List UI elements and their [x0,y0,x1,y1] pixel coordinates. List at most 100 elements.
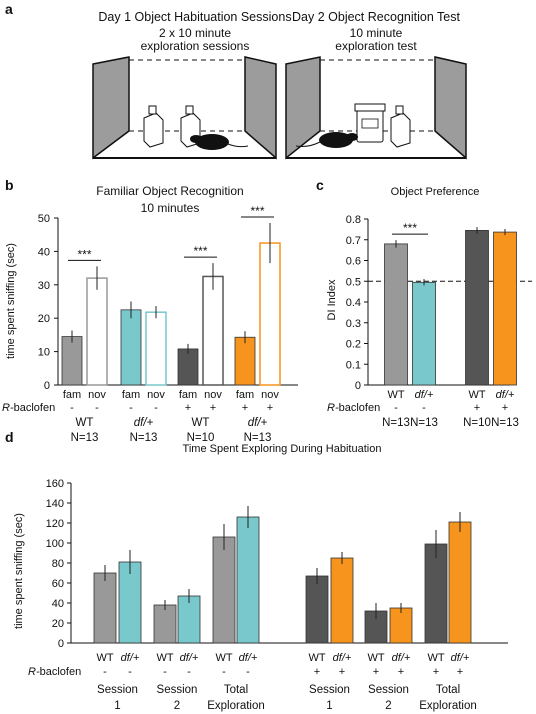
y-tick-label: 0 [58,638,64,650]
baclofen-sign: - [187,666,191,678]
baclofen-sign: + [314,666,320,678]
bar-df/+ [389,607,413,644]
bar-nov [259,242,281,386]
baclofen-prefix: R- [327,402,339,414]
day1-subtitle-1: 2 x 10 minute [159,26,231,40]
panel-b: b Familiar Object Recognition 10 minutes… [2,177,298,444]
baclofen-sign: + [398,666,404,678]
genotype-label: WT [76,417,94,429]
y-tick-label: 30 [38,280,50,292]
baclofen-sign: - [163,666,167,678]
bar-df/+ [412,281,436,386]
y-tick-label: 0 [355,380,361,392]
genotype-label: df/+ [239,652,258,664]
chart-d-ylabel: time spent sniffing (sec) [13,513,25,629]
baclofen-sign: + [457,666,463,678]
baclofen-sign: + [210,402,216,414]
x-category-label: nov [204,389,222,401]
chart-d-title: Time Spent Exploring During Habituation [183,443,382,455]
genotype-label: WT [156,652,173,664]
baclofen-row-label: R-baclofen [2,402,55,414]
baclofen-sign: - [222,666,226,678]
x-category-label: nov [147,389,165,401]
day2-subtitle-2: exploration test [335,39,417,53]
chart-b-ylabel: time spent sniffing (sec) [5,243,17,359]
genotype-label: df/+ [496,389,515,401]
significance-stars: *** [77,247,91,261]
significance-stars: *** [193,244,207,258]
y-tick-label: 10 [38,347,50,359]
bar-WT [424,543,448,644]
panel-letter-d: d [5,429,14,445]
novel-object-jar-icon [354,103,386,143]
bar-nov [86,277,108,386]
session-label: Session [97,684,138,696]
y-tick-label: 0.8 [346,214,361,226]
n-label: N=10 [463,417,491,429]
genotype-label: WT [387,389,404,401]
y-tick-label: 0.5 [346,276,361,288]
panel-a: a Day 1 Object Habituation Sessions 2 x … [5,1,467,160]
bar-fam [234,336,256,386]
genotype-label: df/+ [248,417,268,429]
baclofen-sign: + [373,666,379,678]
y-tick-label: 40 [52,598,64,610]
baclofen-sign: - [246,666,250,678]
bar-df/+ [330,557,354,644]
baclofen-sign: - [70,402,74,414]
chart-d-bars [93,506,472,644]
x-category-label: fam [122,389,140,401]
baclofen-sign: - [154,402,158,414]
genotype-label: df/+ [451,652,470,664]
y-tick-label: 40 [38,246,50,258]
day1-subtitle-2: exploration sessions [141,39,250,53]
chart-d-xlabels: WT - df/+ - WT - df/+ - WT - df/+ - WT + df/+ + WT + df/+ +… [28,652,477,712]
baclofen-sign: - [128,666,132,678]
bar-fam [177,348,199,386]
bar-WT [465,230,489,386]
panel-letter-c: c [316,177,324,193]
object-bottle-icon [390,105,411,148]
bar-WT [212,536,236,644]
session-label: 2 [174,700,180,712]
y-tick-label: 120 [46,518,64,530]
session-label: Exploration [419,700,477,712]
significance-stars: *** [250,204,264,218]
session-label: Session [157,684,198,696]
chart-c-axis: 0 0.1 0.2 0.3 0.4 0.5 0.6 0.7 0.8 [346,214,532,392]
y-tick-label: 20 [52,618,64,630]
bar-WT [384,243,408,386]
chart-b-title: Familiar Object Recognition [96,184,243,198]
y-tick-label: 0.2 [346,339,361,351]
bar-WT [305,575,329,644]
x-category-label: fam [63,389,81,401]
genotype-label: WT [192,417,210,429]
baclofen-sign: - [95,402,99,414]
x-category-label: nov [261,389,279,401]
genotype-label: df/+ [415,389,434,401]
chart-b-axis: 0 10 20 30 40 50 [38,213,298,392]
y-tick-label: 100 [46,538,64,550]
significance-stars: *** [403,221,417,235]
y-tick-label: 140 [46,498,64,510]
n-label: N=10 [187,432,215,444]
panel-letter-b: b [5,177,14,193]
baclofen-sign: + [242,402,248,414]
genotype-label: WT [308,652,325,664]
y-tick-label: 0.1 [346,359,361,371]
baclofen-word: baclofen [339,402,381,414]
bar-WT [93,572,117,644]
bar-df/+ [177,595,201,644]
panel-c: c Object Preference DI Index 00.10.20.30… [316,177,532,429]
n-label: N=13 [130,432,158,444]
chart-c-ylabel: DI Index [326,279,338,320]
n-label: N=13 [491,417,519,429]
bar-df/+ [448,521,472,644]
bar-fam [120,309,142,386]
baclofen-prefix: R- [2,402,14,414]
bar-df/+ [118,561,142,644]
baclofen-sign: - [394,402,398,414]
panel-letter-a: a [5,1,13,17]
